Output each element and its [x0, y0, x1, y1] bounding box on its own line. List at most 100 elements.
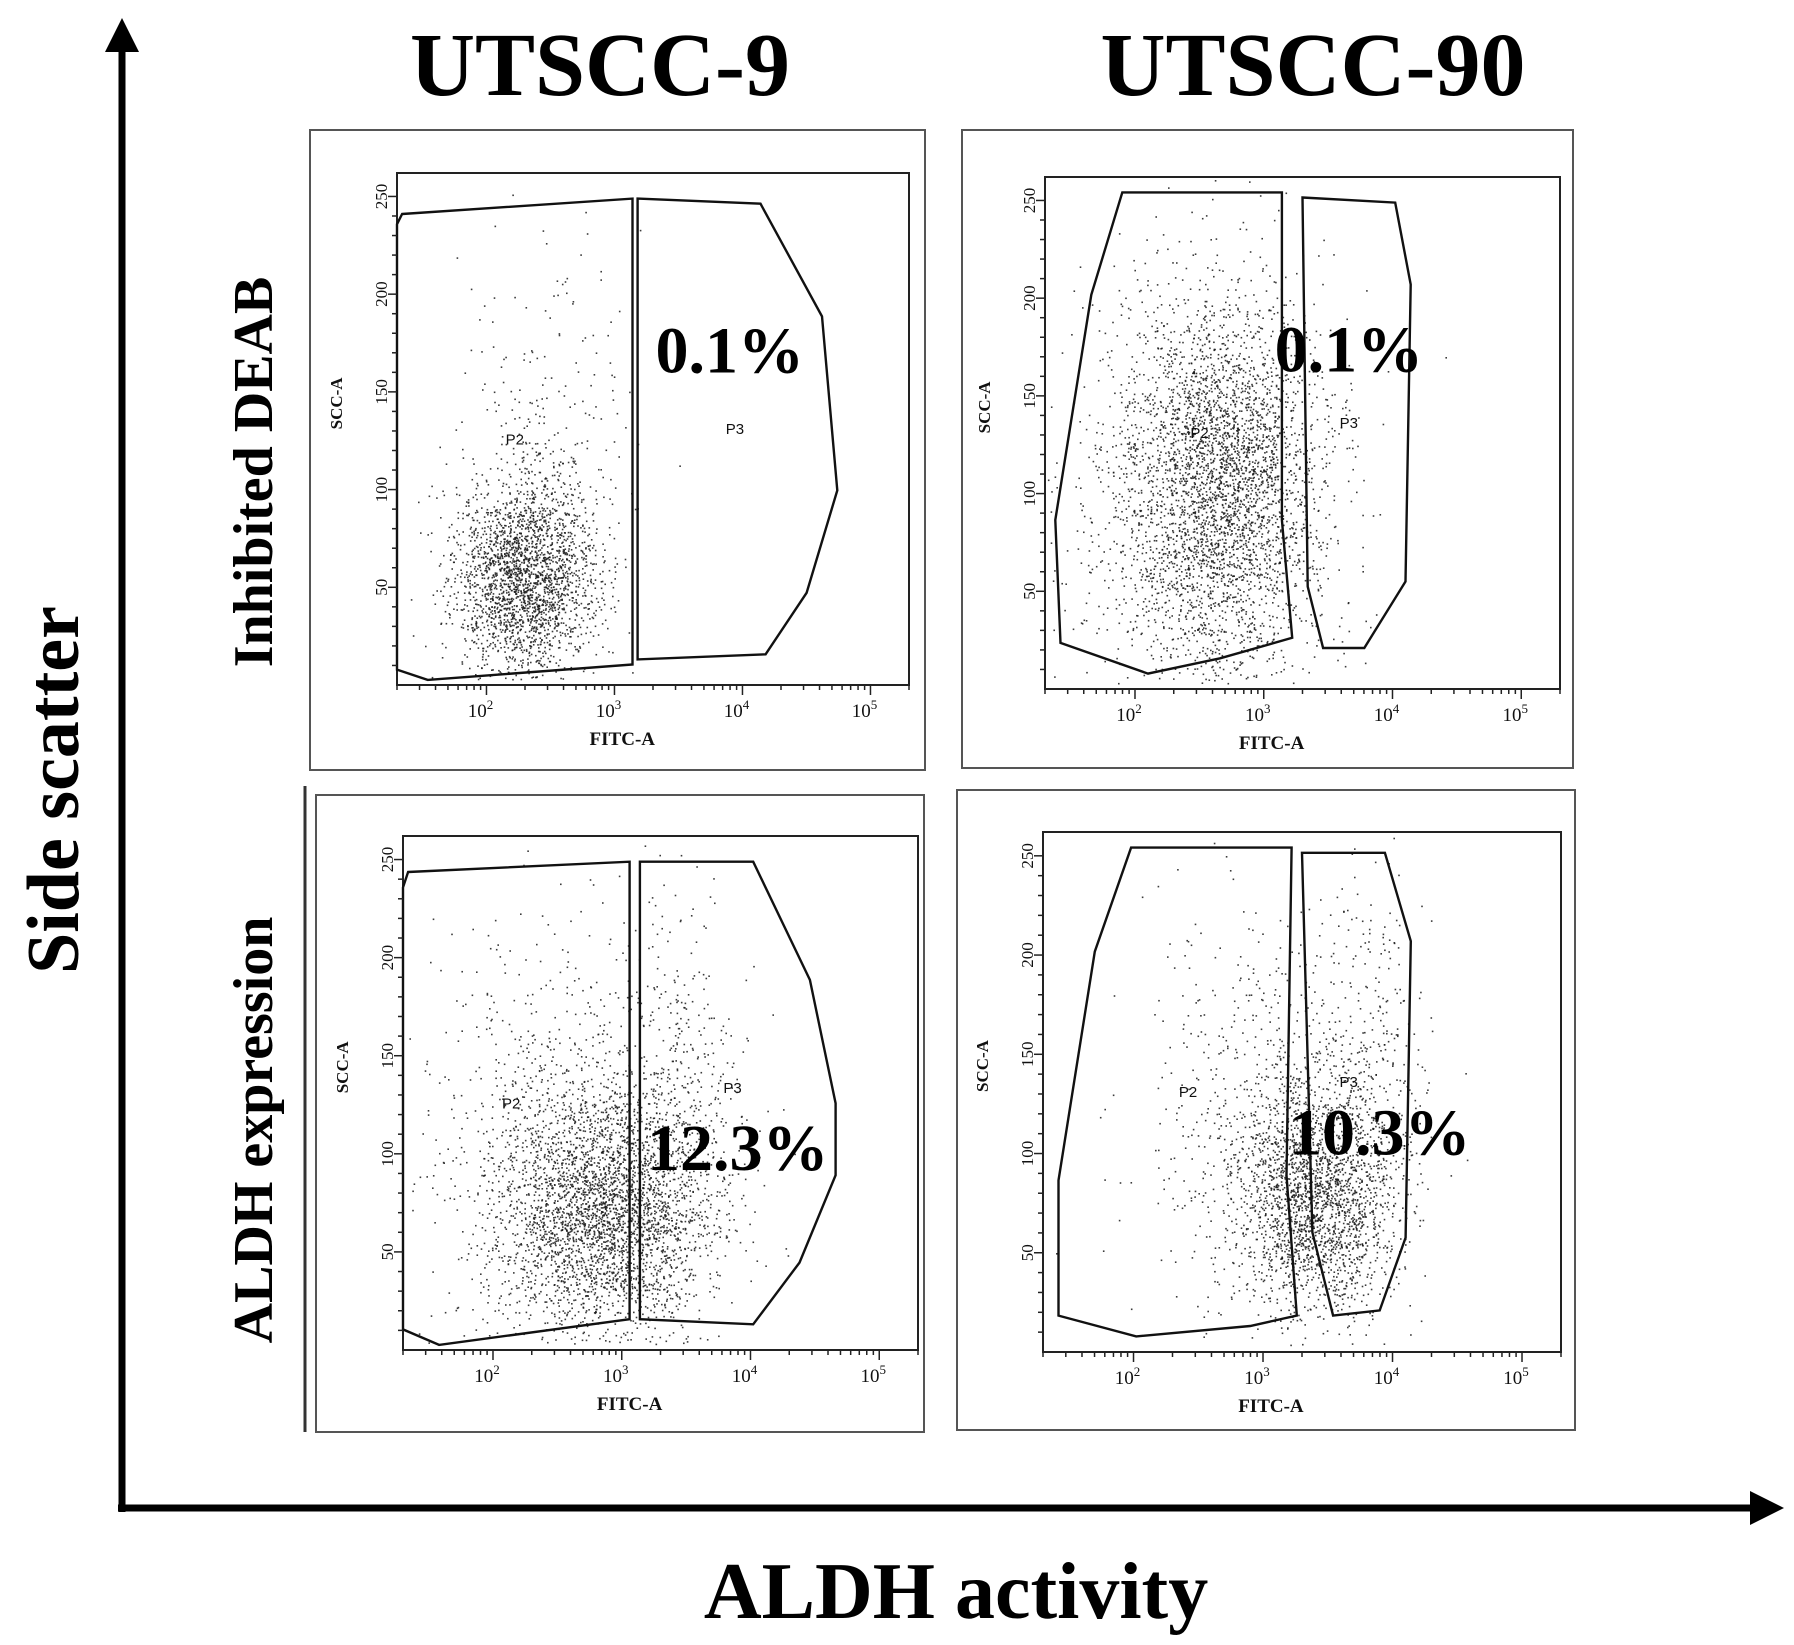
event-dot	[1121, 314, 1123, 316]
event-dot	[1225, 515, 1227, 517]
event-dot	[549, 625, 551, 627]
event-dot	[471, 350, 473, 352]
event-dot	[1089, 550, 1091, 552]
event-dot	[516, 537, 518, 539]
event-dot	[506, 615, 508, 617]
event-dot	[1311, 478, 1313, 480]
event-dot	[452, 553, 454, 555]
event-dot	[530, 510, 532, 512]
event-dot	[540, 582, 542, 584]
event-dot	[1231, 476, 1233, 478]
event-dot	[1170, 554, 1172, 556]
event-dot	[1271, 467, 1273, 469]
event-dot	[528, 589, 530, 591]
event-dot	[1207, 444, 1209, 446]
event-dot	[586, 565, 588, 567]
event-dot	[1268, 376, 1270, 378]
event-dot	[528, 508, 530, 510]
event-dot	[498, 560, 500, 562]
event-dot	[465, 586, 467, 588]
event-dot	[545, 310, 547, 312]
event-dot	[1211, 539, 1213, 541]
event-dot	[557, 432, 559, 434]
event-dot	[509, 517, 511, 519]
event-dot	[1243, 647, 1245, 649]
event-dot	[1147, 429, 1149, 431]
event-dot	[1176, 565, 1178, 567]
event-dot	[1262, 417, 1264, 419]
event-dot	[1303, 524, 1305, 526]
event-dot	[467, 626, 469, 628]
event-dot	[535, 443, 537, 445]
event-dot	[521, 667, 523, 669]
event-dot	[520, 514, 522, 516]
event-dot	[1251, 501, 1253, 503]
event-dot	[1269, 554, 1271, 556]
event-dot	[457, 257, 459, 259]
event-dot	[507, 514, 509, 516]
event-dot	[1220, 310, 1222, 312]
event-dot	[1264, 490, 1266, 492]
event-dot	[552, 488, 554, 490]
event-dot	[625, 427, 627, 429]
event-dot	[544, 642, 546, 644]
event-dot	[1249, 461, 1251, 463]
event-dot	[1299, 449, 1301, 451]
event-dot	[1188, 565, 1190, 567]
event-dot	[1230, 517, 1232, 519]
event-dot	[1223, 669, 1225, 671]
event-dot	[558, 597, 560, 599]
event-dot	[1246, 229, 1248, 231]
event-dot	[1295, 614, 1297, 616]
event-dot	[1151, 326, 1153, 328]
event-dot	[555, 574, 557, 576]
event-dot	[1259, 339, 1261, 341]
event-dot	[461, 609, 463, 611]
event-dot	[1314, 447, 1316, 449]
event-dot	[1192, 389, 1194, 391]
event-dot	[461, 582, 463, 584]
event-dot	[544, 516, 546, 518]
event-dot	[1216, 498, 1218, 500]
event-dot	[529, 636, 531, 638]
event-dot	[583, 558, 585, 560]
event-dot	[1234, 395, 1236, 397]
event-dot	[1217, 255, 1219, 257]
event-dot	[550, 645, 552, 647]
event-dot	[548, 521, 550, 523]
event-dot	[564, 539, 566, 541]
event-dot	[475, 586, 477, 588]
event-dot	[488, 521, 490, 523]
event-dot	[1313, 304, 1315, 306]
event-dot	[570, 573, 572, 575]
event-dot	[508, 573, 510, 575]
event-dot	[514, 649, 516, 651]
event-dot	[1201, 326, 1203, 328]
event-dot	[1156, 427, 1158, 429]
event-dot	[515, 561, 517, 563]
event-dot	[604, 604, 606, 606]
event-dot	[518, 520, 520, 522]
event-dot	[470, 599, 472, 601]
event-dot	[501, 606, 503, 608]
event-dot	[1238, 334, 1240, 336]
event-dot	[491, 512, 493, 514]
event-dot	[1163, 628, 1165, 630]
event-dot	[1204, 406, 1206, 408]
event-dot	[541, 530, 543, 532]
event-dot	[562, 608, 564, 610]
event-dot	[1129, 442, 1131, 444]
event-dot	[1207, 501, 1209, 503]
event-dot	[1240, 468, 1242, 470]
event-dot	[521, 679, 523, 681]
event-dot	[1210, 415, 1212, 417]
event-dot	[1168, 339, 1170, 341]
event-dot	[535, 592, 537, 594]
event-dot	[1238, 518, 1240, 520]
event-dot	[1247, 447, 1249, 449]
event-dot	[546, 243, 548, 245]
event-dot	[543, 489, 545, 491]
event-dot	[1086, 429, 1088, 431]
event-dot	[522, 662, 524, 664]
event-dot	[1163, 487, 1165, 489]
